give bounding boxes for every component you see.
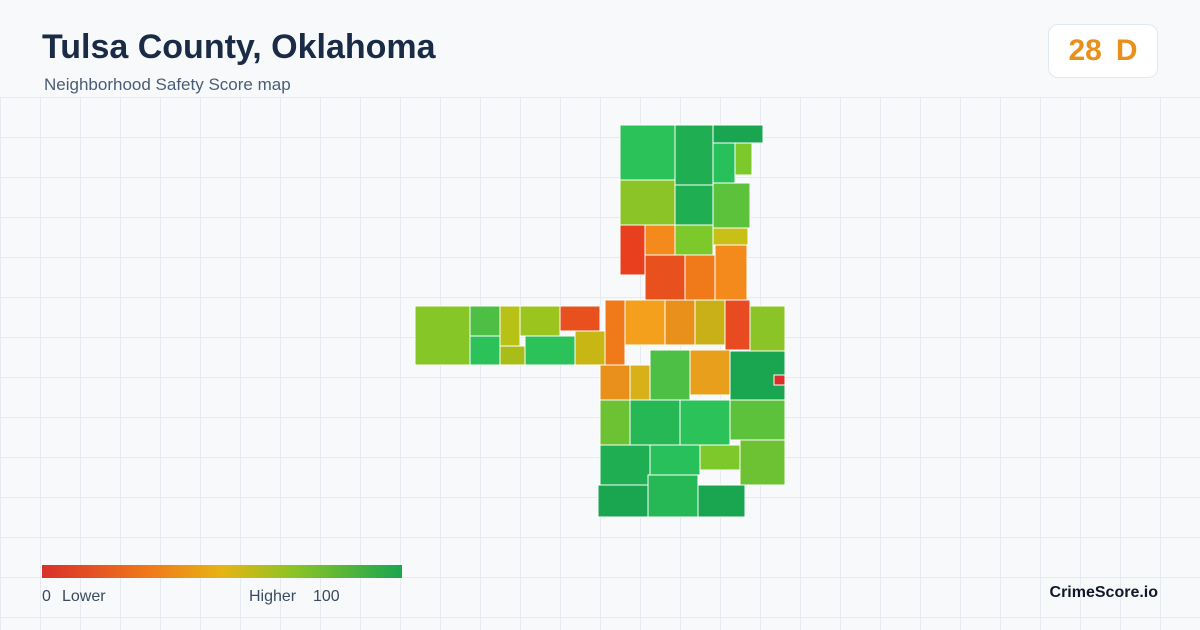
tracts bbox=[414, 124, 786, 518]
legend-min-label: Lower bbox=[62, 588, 106, 605]
score-value: 28 bbox=[1068, 34, 1102, 67]
title: Tulsa County, Oklahoma bbox=[42, 28, 436, 66]
legend-gradient bbox=[42, 565, 402, 578]
legend-max: 100 bbox=[313, 588, 340, 605]
score-badge: 28 D bbox=[1048, 24, 1158, 78]
subtitle: Neighborhood Safety Score map bbox=[44, 75, 291, 94]
legend-min: 0 bbox=[42, 588, 51, 605]
score-grade: D bbox=[1115, 34, 1138, 67]
legend-max-label: Higher bbox=[249, 588, 297, 605]
brand: CrimeScore.io bbox=[1049, 584, 1158, 601]
